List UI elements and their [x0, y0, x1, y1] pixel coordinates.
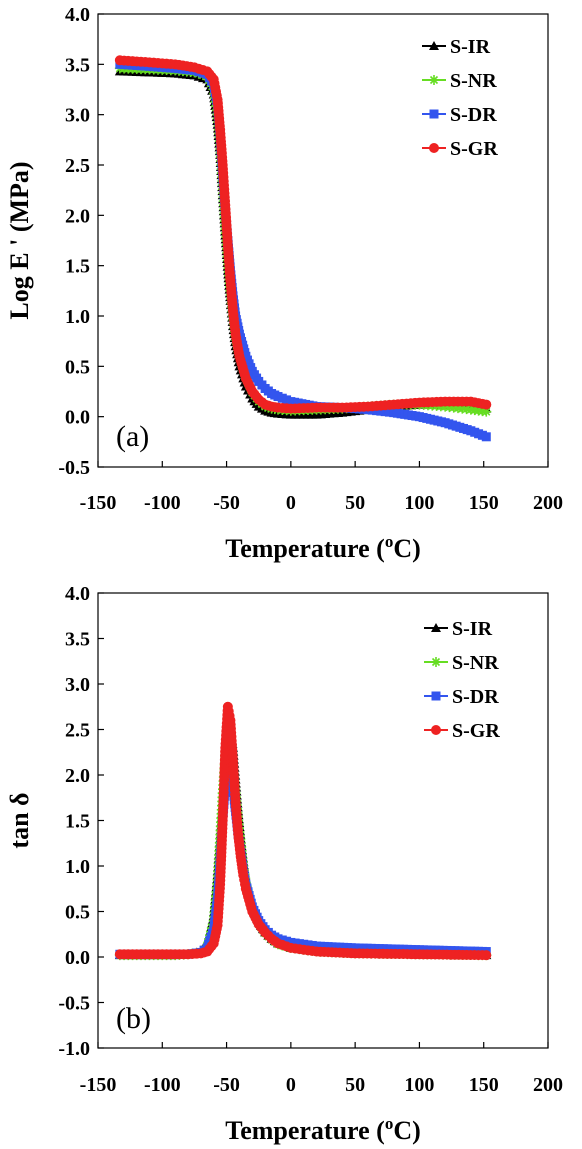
legend-item-s-ir: S-IR: [424, 618, 493, 640]
chart-panel-2: -1.0 -0.5 0.0 0.5 1.0 1.5 2.0 2.5 3.0 3.5 4.0 -150 -…: [5, 583, 563, 1145]
series-s-ir: [114, 724, 492, 960]
y-tick-label: 0.0: [65, 407, 90, 429]
legend-item-s-gr: S-GR: [424, 720, 500, 742]
legend-marker: [431, 725, 441, 735]
x-tick-label: 100: [404, 492, 434, 514]
legend-marker: [429, 41, 439, 50]
legend-marker: [431, 657, 441, 667]
legend-marker: [431, 691, 441, 701]
x-tick-label: 50: [345, 1074, 365, 1096]
x-tick-label: -50: [213, 492, 240, 514]
x-tick-label: 200: [533, 1074, 563, 1096]
y-tick-label: 2.0: [65, 205, 90, 227]
x-tick-label: 100: [404, 1074, 434, 1096]
y-tick-label: 0.5: [65, 356, 90, 378]
y-tick-label: 3.0: [65, 674, 90, 696]
x-tick-label: -50: [213, 1074, 240, 1096]
data-point: [481, 950, 492, 961]
x-tick-label: 0: [286, 1074, 296, 1096]
y-tick-label: 2.0: [65, 765, 90, 787]
legend-marker: [431, 623, 441, 632]
x-tick-label: -150: [80, 1074, 117, 1096]
x-tick-label: -100: [144, 1074, 181, 1096]
series-line: [119, 740, 487, 957]
x-tick-label: 150: [469, 1074, 499, 1096]
x-tick-label: -150: [80, 492, 117, 514]
legend-label: S-NR: [450, 70, 497, 92]
series-s-gr: [114, 55, 492, 414]
legend-item-s-dr: S-DR: [422, 104, 497, 126]
y-tick-label: -0.5: [58, 457, 90, 479]
legend-item-s-nr: S-NR: [422, 70, 497, 92]
legend-label: S-DR: [452, 686, 499, 708]
panel-label: (a): [116, 420, 149, 453]
legend-label: S-GR: [452, 720, 500, 742]
y-tick-label: 3.5: [65, 54, 90, 76]
legend-marker: [429, 109, 439, 119]
x-tick-label: 50: [345, 492, 365, 514]
series-s-dr: [115, 761, 491, 959]
data-point: [481, 399, 492, 410]
chart-panel-1: -0.5 0.0 0.5 1.0 1.5 2.0 2.5 3.0 3.5 4.0 -150 -100 -…: [5, 4, 563, 563]
x-tick-label: 150: [469, 492, 499, 514]
x-tick-label: 200: [533, 492, 563, 514]
x-tick-label: -100: [144, 492, 181, 514]
y-tick-label: 3.0: [65, 105, 90, 127]
y-tick-label: 1.5: [65, 811, 90, 833]
y-tick-label: 4.0: [65, 4, 90, 26]
series-line: [119, 726, 487, 957]
x-axis-label: Temperature (oC): [225, 1114, 421, 1145]
legend-label: S-IR: [450, 36, 491, 58]
y-tick-label: 4.0: [65, 583, 90, 605]
y-tick-label: 1.5: [65, 256, 90, 278]
series-line: [119, 70, 487, 416]
legend-label: S-GR: [450, 138, 498, 160]
data-point: [481, 432, 491, 442]
series-s-gr: [114, 701, 492, 961]
series-s-nr: [114, 738, 492, 961]
x-axis-label: Temperature (oC): [225, 532, 421, 563]
y-axis-label: tan δ: [5, 792, 34, 848]
y-tick-label: 2.5: [65, 720, 90, 742]
legend: S-IR S-NR S-DR S-GR: [422, 36, 498, 160]
legend-marker: [429, 75, 439, 85]
legend-item-s-dr: S-DR: [424, 686, 499, 708]
y-axis-label: Log E ' (MPa): [5, 161, 34, 319]
legend: S-IR S-NR S-DR S-GR: [424, 618, 500, 742]
x-tick-label: 0: [286, 492, 296, 514]
series-line: [119, 762, 487, 956]
legend-label: S-NR: [452, 652, 499, 674]
series-line: [119, 706, 487, 957]
y-tick-label: 0.5: [65, 902, 90, 924]
legend-label: S-DR: [450, 104, 497, 126]
y-tick-label: 2.5: [65, 155, 90, 177]
legend-label: S-IR: [452, 618, 493, 640]
data-point: [481, 406, 492, 417]
y-tick-label: 1.0: [65, 856, 90, 878]
y-tick-label: 0.0: [65, 947, 90, 969]
panel-label: (b): [116, 1002, 151, 1035]
y-tick-label: 3.5: [65, 629, 90, 651]
y-tick-label: -0.5: [58, 993, 90, 1015]
legend-item-s-ir: S-IR: [422, 36, 491, 58]
series-line: [119, 63, 487, 438]
y-tick-label: -1.0: [58, 1038, 90, 1060]
series-s-ir: [114, 66, 492, 419]
series-line: [119, 67, 487, 413]
plot-frame: [97, 13, 549, 468]
y-tick-label: 1.0: [65, 306, 90, 328]
legend-item-s-nr: S-NR: [424, 652, 499, 674]
legend-marker: [429, 143, 439, 153]
legend-item-s-gr: S-GR: [422, 138, 498, 160]
